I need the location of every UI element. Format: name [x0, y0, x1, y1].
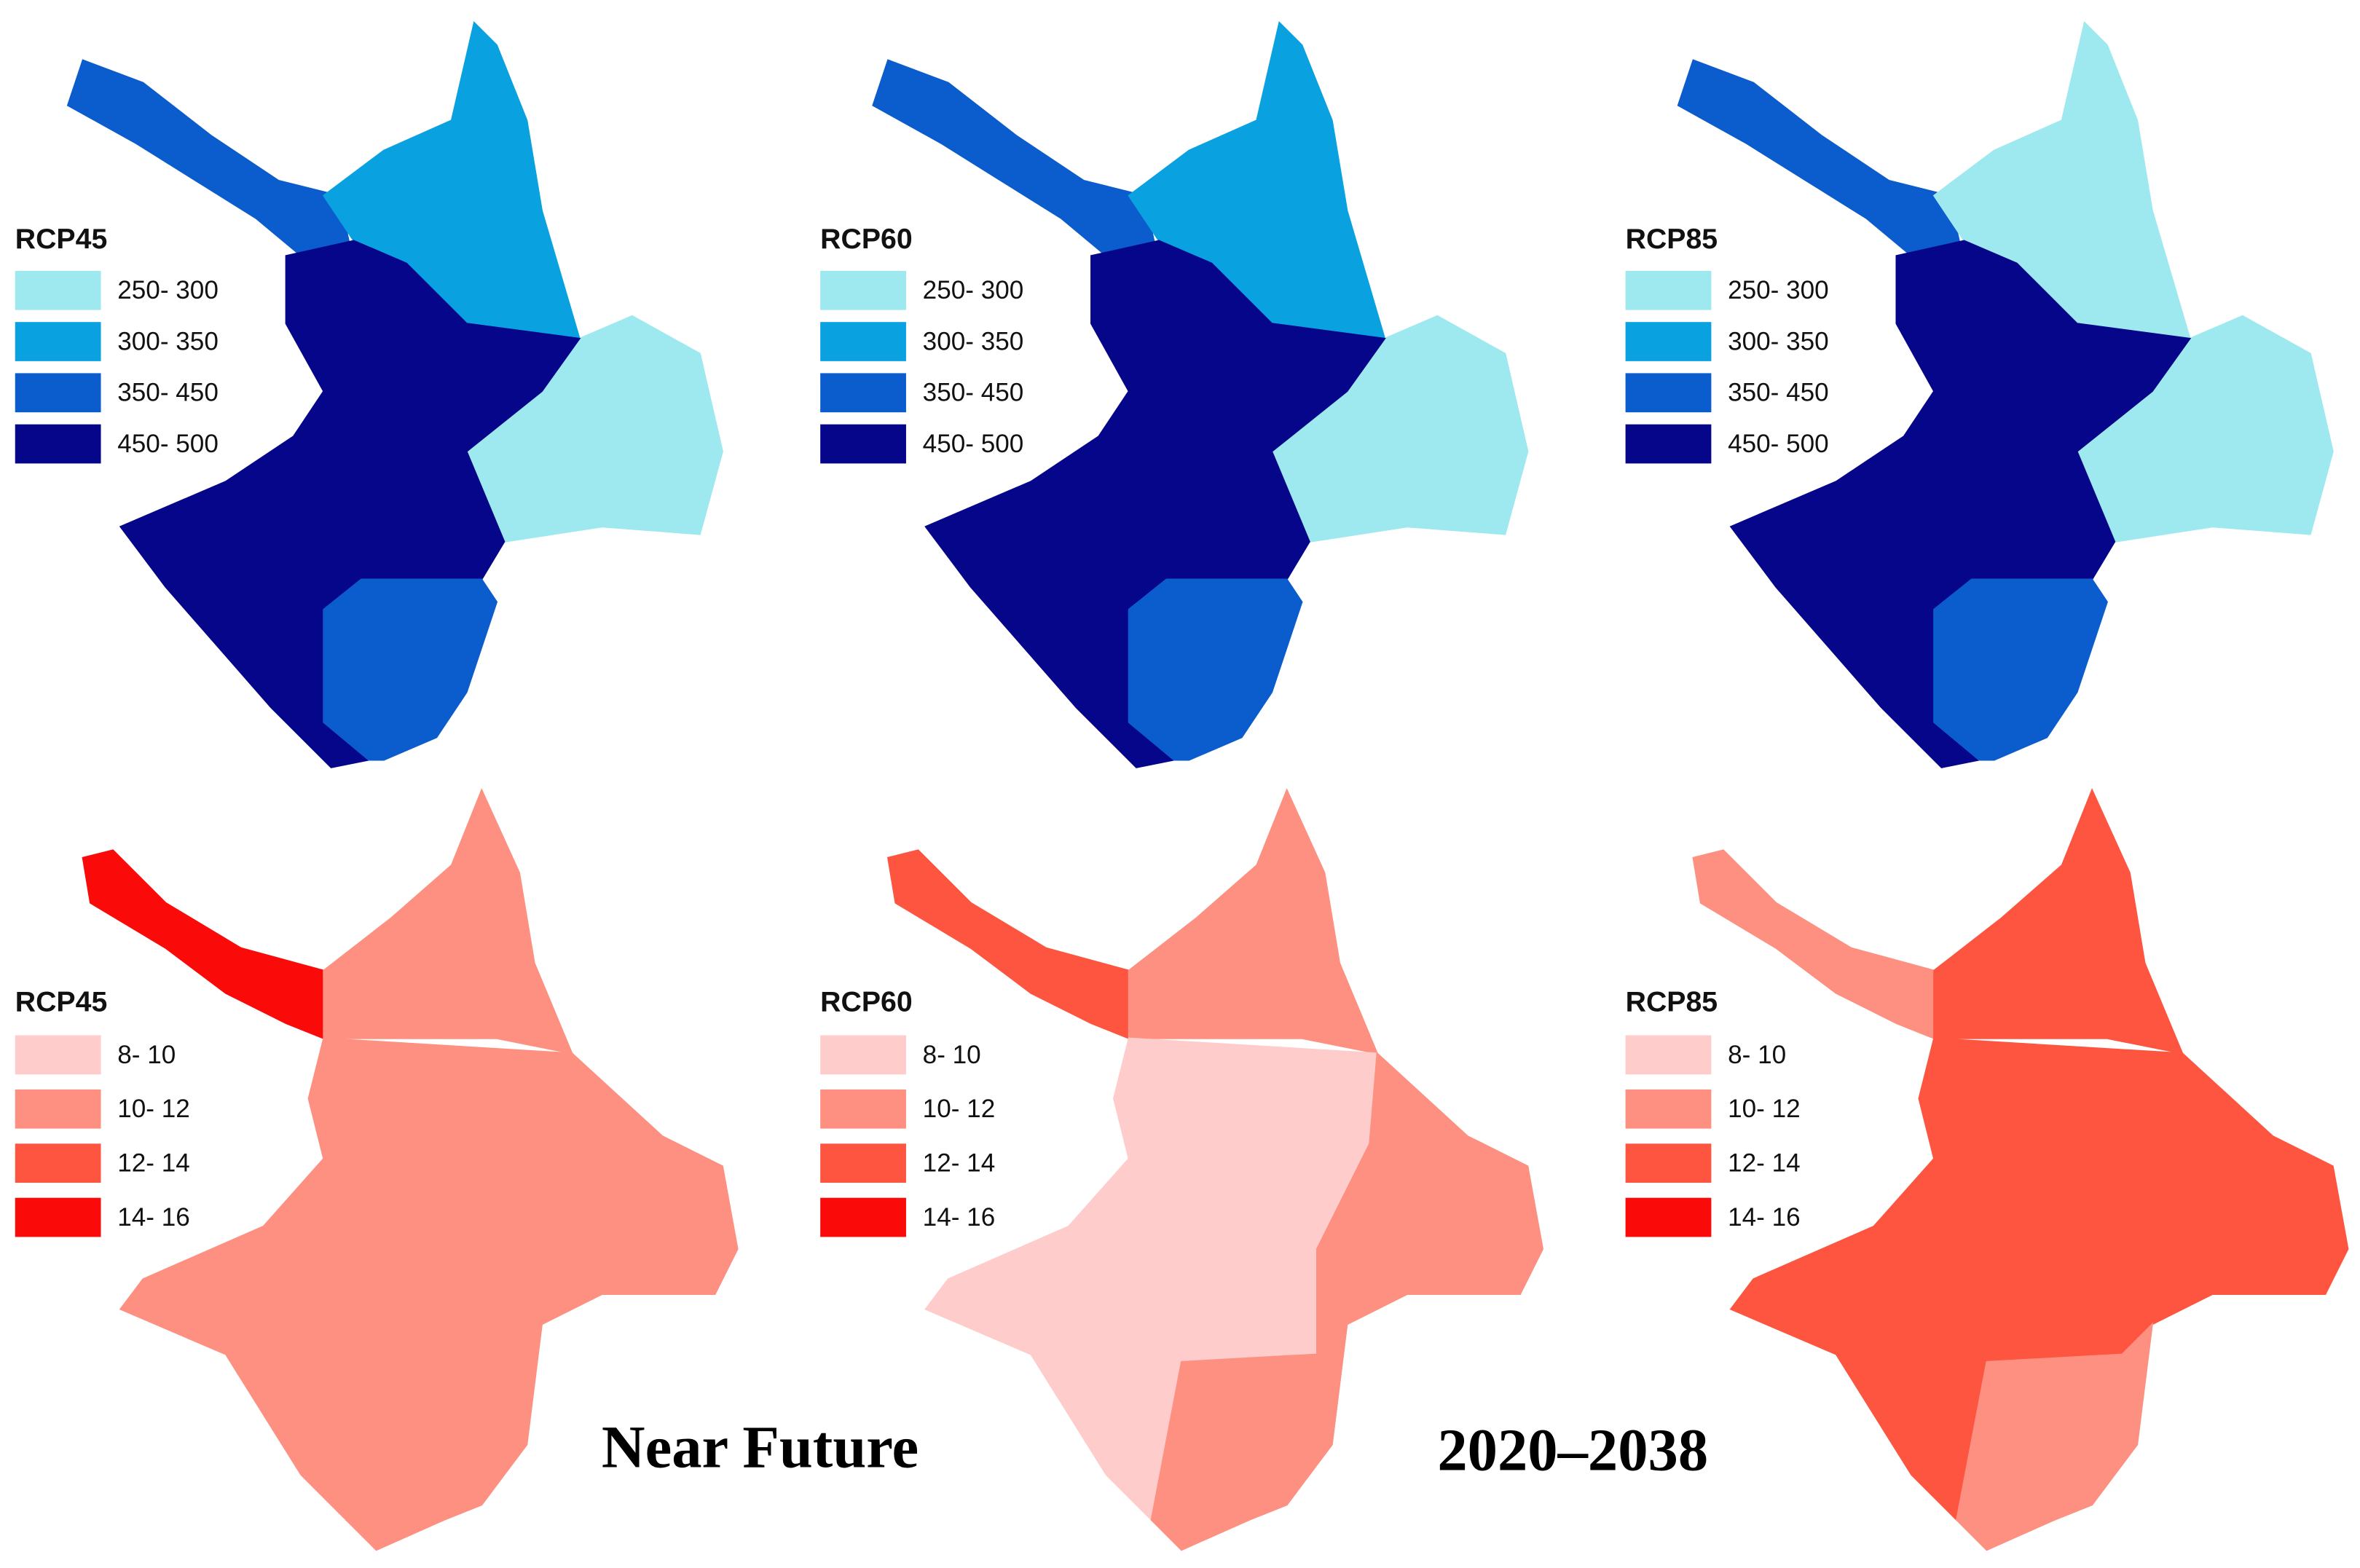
map-panel: RCP85 250- 300 300- 350 350- 450 450- 500 [1625, 20, 2334, 768]
legend-label: 14- 16 [117, 1203, 190, 1232]
legend-label: 12- 14 [923, 1149, 996, 1178]
map-region [66, 59, 355, 264]
legend-label: 450- 500 [117, 430, 219, 458]
legend-swatch [820, 1089, 906, 1129]
legend-title: RCP45 [15, 223, 108, 255]
map-region [1933, 578, 2108, 761]
map-panel: RCP60 8- 10 10- 12 12- 14 14- 16 [820, 788, 1544, 1551]
legend-swatch [820, 322, 906, 361]
map-region [1315, 1052, 1544, 1357]
legend-label: 14- 16 [923, 1203, 996, 1232]
map-region [82, 849, 325, 1040]
legend-label: 250- 300 [117, 276, 219, 304]
legend-label: 250- 300 [1728, 276, 1829, 304]
legend-label: 350- 450 [117, 379, 219, 407]
legend-title: RCP60 [820, 223, 913, 255]
map-region [345, 1322, 543, 1551]
map-panel: RCP45 250- 300 300- 350 350- 450 450- 500 [15, 20, 723, 768]
legend-label: 450- 500 [923, 430, 1024, 458]
legend-label: 350- 450 [923, 379, 1024, 407]
legend-label: 350- 450 [1728, 379, 1829, 407]
legend-title: RCP85 [1626, 985, 1718, 1017]
legend-swatch [1625, 1143, 1712, 1183]
map-region [511, 1052, 739, 1357]
legend-label: 10- 12 [923, 1095, 996, 1123]
legend-swatch [820, 424, 906, 464]
map-region [1677, 59, 1965, 264]
map-region [1933, 788, 2184, 1055]
legend-label: 300- 350 [923, 327, 1024, 355]
legend-label: 10- 12 [117, 1095, 190, 1123]
legend-swatch [15, 270, 101, 310]
legend-label: 8- 10 [1728, 1041, 1786, 1069]
map-region [872, 59, 1160, 264]
legend-swatch [15, 424, 101, 464]
legend-swatch [820, 1197, 906, 1237]
legend-label: 8- 10 [117, 1041, 176, 1069]
map-region [2121, 1052, 2349, 1357]
legend-label: 250- 300 [923, 276, 1024, 304]
legend-label: 12- 14 [117, 1149, 190, 1178]
legend-label: 8- 10 [923, 1041, 981, 1069]
legend-swatch [1625, 373, 1712, 413]
legend-swatch [820, 373, 906, 413]
map-region [1150, 1322, 1348, 1551]
legend-swatch [15, 373, 101, 413]
caption-left: Near Future [602, 1414, 919, 1481]
legend-label: 300- 350 [117, 327, 219, 355]
map-region [886, 849, 1130, 1040]
legend-label: 14- 16 [1728, 1203, 1801, 1232]
map-region [1128, 578, 1303, 761]
legend-swatch [820, 1035, 906, 1075]
legend-swatch [15, 322, 101, 361]
caption-right: 2020–2038 [1437, 1417, 1708, 1484]
map-region [323, 788, 573, 1055]
legend-label: 450- 500 [1728, 430, 1829, 458]
map-panel: RCP45 8- 10 10- 12 12- 14 14- 16 [15, 788, 739, 1551]
legend-swatch [15, 1197, 101, 1237]
legend-swatch [15, 1035, 101, 1075]
legend-label: 10- 12 [1728, 1095, 1801, 1123]
legend-swatch [820, 270, 906, 310]
legend-title: RCP85 [1626, 223, 1718, 255]
map-panel: RCP60 250- 300 300- 350 350- 450 450- 500 [820, 20, 1529, 768]
legend-label: 300- 350 [1728, 327, 1829, 355]
legend-swatch [1625, 1035, 1712, 1075]
map-region [1692, 849, 1935, 1040]
legend-title: RCP60 [820, 985, 913, 1017]
legend-swatch [15, 1143, 101, 1183]
legend-swatch [1625, 1197, 1712, 1237]
legend-swatch [1625, 270, 1712, 310]
map-region [1128, 788, 1379, 1055]
legend-swatch [1625, 1089, 1712, 1129]
legend-swatch [1625, 322, 1712, 361]
map-region [1956, 1322, 2154, 1551]
legend-swatch [820, 1143, 906, 1183]
legend-swatch [1625, 424, 1712, 464]
legend-title: RCP45 [15, 985, 108, 1017]
legend-label: 12- 14 [1728, 1149, 1801, 1178]
map-region [323, 578, 498, 761]
legend-swatch [15, 1089, 101, 1129]
map-panel: RCP85 8- 10 10- 12 12- 14 14- 16 [1625, 788, 2349, 1551]
